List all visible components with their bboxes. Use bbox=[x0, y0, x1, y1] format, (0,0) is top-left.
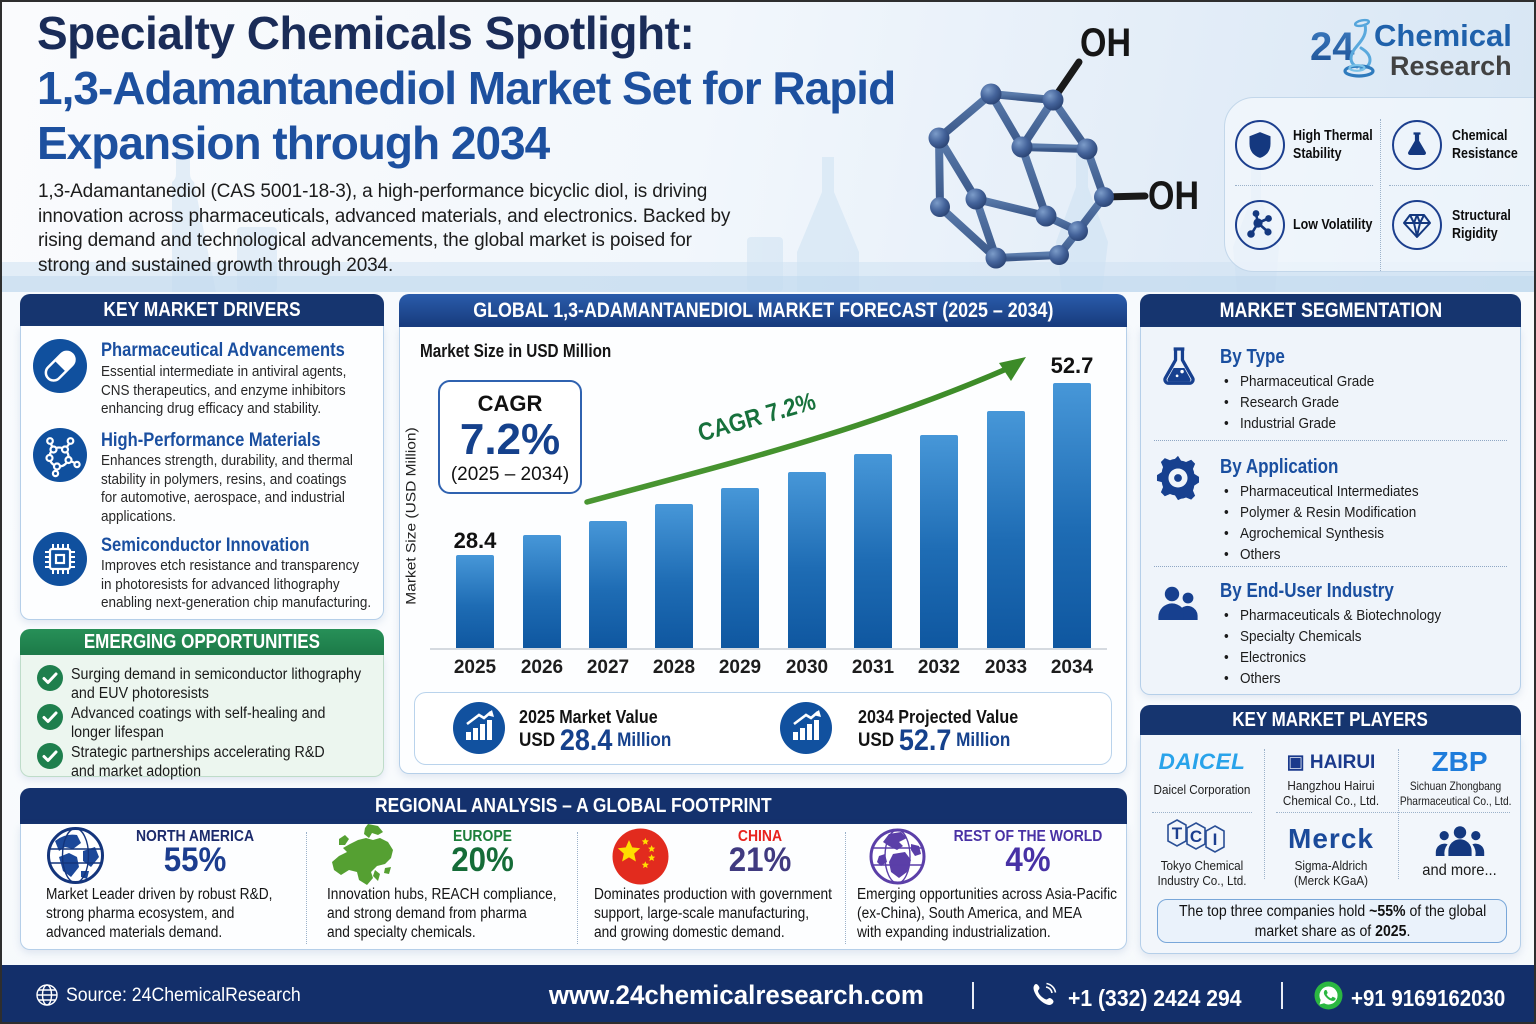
svg-text:24: 24 bbox=[1310, 25, 1355, 69]
svg-text:CAGR 7.2%: CAGR 7.2% bbox=[695, 387, 819, 447]
svg-text:OH: OH bbox=[1080, 21, 1131, 65]
svg-text:OH: OH bbox=[1148, 174, 1199, 218]
svg-text:C: C bbox=[1190, 827, 1202, 846]
svg-text:T: T bbox=[1172, 824, 1183, 843]
svg-text:Research: Research bbox=[1390, 51, 1512, 81]
svg-text:I: I bbox=[1213, 830, 1218, 849]
svg-text:Chemical: Chemical bbox=[1374, 18, 1512, 53]
